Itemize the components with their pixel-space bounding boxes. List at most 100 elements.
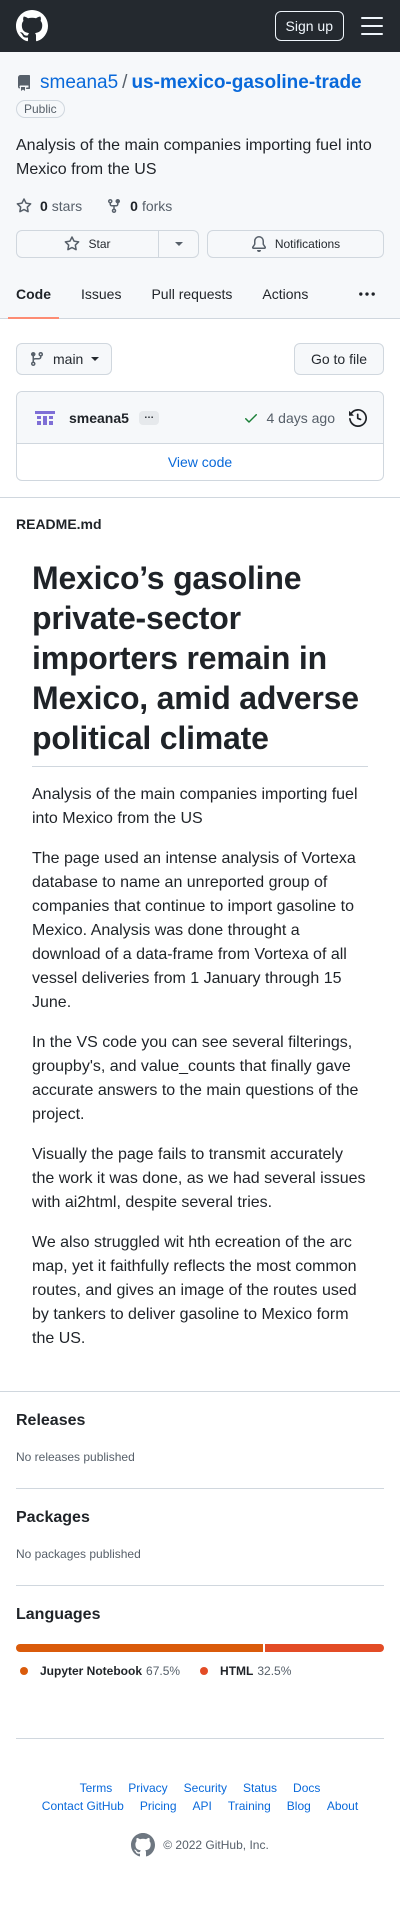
star-button-group: Star xyxy=(16,230,199,258)
bell-icon xyxy=(251,236,266,252)
divider xyxy=(0,1391,400,1392)
repo-title: smeana5 / us-mexico-gasoline-trade xyxy=(16,70,384,96)
forks-label: forks xyxy=(141,198,173,214)
repo-name-link[interactable]: us-mexico-gasoline-trade xyxy=(131,72,362,93)
repo-stats: 0 stars 0 forks xyxy=(16,198,384,214)
kebab-horizontal-icon xyxy=(359,292,375,296)
footer-link-about[interactable]: About xyxy=(326,1799,359,1813)
language-item-html[interactable]: HTML 32.5% xyxy=(196,1664,291,1678)
star-dropdown-button[interactable] xyxy=(159,230,199,258)
footer-link-blog[interactable]: Blog xyxy=(286,1799,311,1813)
history-icon[interactable] xyxy=(349,408,367,427)
releases-empty-text: No releases published xyxy=(16,1450,135,1464)
languages-section: Languages Jupyter Notebook 67.5% HTML 32… xyxy=(16,1585,384,1702)
readme-body: Mexico’s gasoline private-sector importe… xyxy=(0,550,400,1391)
packages-section: Packages No packages published xyxy=(16,1488,384,1585)
language-list: Jupyter Notebook 67.5% HTML 32.5% xyxy=(16,1664,384,1678)
visibility-badge: Public xyxy=(16,100,65,118)
language-dot xyxy=(200,1667,209,1675)
commit-author-link[interactable]: smeana5 xyxy=(69,409,129,426)
footer-link-security[interactable]: Security xyxy=(183,1781,227,1795)
tab-actions[interactable]: Actions xyxy=(262,286,309,302)
language-bar-segment-html xyxy=(265,1644,384,1652)
languages-title: Languages xyxy=(16,1606,101,1623)
language-name: HTML xyxy=(220,1664,254,1678)
more-tabs-button[interactable] xyxy=(350,270,384,318)
tab-code[interactable]: Code xyxy=(8,270,59,319)
language-percent: 32.5% xyxy=(257,1664,292,1678)
footer-link-pricing[interactable]: Pricing xyxy=(139,1799,177,1813)
copyright: © 2022 GitHub, Inc. xyxy=(16,1833,384,1857)
hamburger-icon[interactable] xyxy=(360,14,384,38)
latest-commit-row: smeana5 … 4 days ago xyxy=(17,392,383,444)
footer-link-training[interactable]: Training xyxy=(227,1799,271,1813)
language-percent: 67.5% xyxy=(146,1664,181,1678)
repo-description: Analysis of the main companies importing… xyxy=(16,137,372,178)
avatar[interactable] xyxy=(33,406,57,430)
commit-time: 4 days ago xyxy=(266,409,336,426)
tab-issues[interactable]: Issues xyxy=(81,286,122,302)
repo-header: smeana5 / us-mexico-gasoline-trade Publi… xyxy=(0,52,400,319)
forks-link[interactable]: 0 forks xyxy=(106,198,172,214)
stars-link[interactable]: 0 stars xyxy=(16,198,82,214)
footer: Terms Privacy Security Status Docs Conta… xyxy=(16,1738,384,1887)
commit-message-expand-button[interactable]: … xyxy=(138,410,159,425)
footer-link-docs[interactable]: Docs xyxy=(293,1781,321,1795)
git-branch-icon xyxy=(30,352,43,367)
branch-row: main Go to file xyxy=(16,343,384,375)
tab-pull-requests[interactable]: Pull requests xyxy=(151,286,233,302)
footer-bottom-spacer xyxy=(16,1857,384,1887)
chevron-down-icon xyxy=(91,357,100,361)
footer-link-privacy[interactable]: Privacy xyxy=(128,1781,168,1795)
releases-title[interactable]: Releases xyxy=(16,1412,86,1429)
stars-label: stars xyxy=(51,198,83,214)
language-item-jupyter[interactable]: Jupyter Notebook 67.5% xyxy=(16,1664,180,1678)
github-mark-icon[interactable] xyxy=(131,1833,156,1857)
path-separator: / xyxy=(122,72,128,93)
readme-paragraph: In the VS code you can see several filte… xyxy=(32,1034,359,1123)
repo-tabs: Code Issues Pull requests Actions xyxy=(8,268,384,319)
language-bar xyxy=(16,1644,384,1652)
footer-link-contact[interactable]: Contact GitHub xyxy=(41,1799,124,1813)
packages-title[interactable]: Packages xyxy=(16,1509,90,1526)
readme-paragraph: We also struggled wit hth ecreation of t… xyxy=(32,1234,357,1347)
repo-owner-link[interactable]: smeana5 xyxy=(40,72,119,93)
copyright-text: © 2022 GitHub, Inc. xyxy=(163,1838,269,1852)
latest-commit-box: smeana5 … 4 days ago View code xyxy=(16,391,384,481)
branch-select-button[interactable]: main xyxy=(16,343,113,375)
readme-heading: Mexico’s gasoline private-sector importe… xyxy=(32,558,368,767)
repo-actions: Star Notifications xyxy=(16,230,384,258)
sign-up-button[interactable]: Sign up xyxy=(274,11,344,41)
notifications-label: Notifications xyxy=(274,237,341,251)
view-code-link[interactable]: View code xyxy=(167,454,233,470)
language-name: Jupyter Notebook xyxy=(40,1664,143,1678)
go-to-file-button[interactable]: Go to file xyxy=(293,343,384,375)
star-icon xyxy=(16,198,32,213)
fork-icon xyxy=(108,199,121,214)
stars-count: 0 xyxy=(40,198,48,214)
notifications-button[interactable]: Notifications xyxy=(207,230,384,258)
releases-section: Releases No releases published xyxy=(16,1392,384,1488)
branch-name: main xyxy=(53,351,84,367)
language-dot xyxy=(20,1667,28,1675)
readme: README.md Mexico’s gasoline private-sect… xyxy=(0,497,400,1391)
star-icon xyxy=(65,236,80,251)
readme-paragraph: Analysis of the main companies importing… xyxy=(32,786,358,827)
forks-count: 0 xyxy=(130,198,138,214)
language-bar-segment-jupyter xyxy=(16,1644,264,1652)
readme-filename: README.md xyxy=(16,516,102,532)
star-button[interactable]: Star xyxy=(16,230,159,258)
top-bar: Sign up xyxy=(0,0,400,52)
footer-links: Terms Privacy Security Status Docs Conta… xyxy=(16,1779,384,1815)
footer-link-status[interactable]: Status xyxy=(243,1781,278,1795)
code-area: main Go to file smeana5 … 4 days ago xyxy=(0,319,400,497)
repo-icon xyxy=(17,75,30,91)
check-icon[interactable] xyxy=(243,410,259,426)
packages-empty-text: No packages published xyxy=(16,1547,141,1561)
readme-paragraph: The page used an intense analysis of Vor… xyxy=(32,850,356,1011)
github-mark-icon[interactable] xyxy=(16,10,48,42)
footer-link-terms[interactable]: Terms xyxy=(79,1781,113,1795)
footer-link-api[interactable]: API xyxy=(192,1799,212,1813)
chevron-down-icon xyxy=(174,242,183,246)
star-button-label: Star xyxy=(88,237,111,251)
